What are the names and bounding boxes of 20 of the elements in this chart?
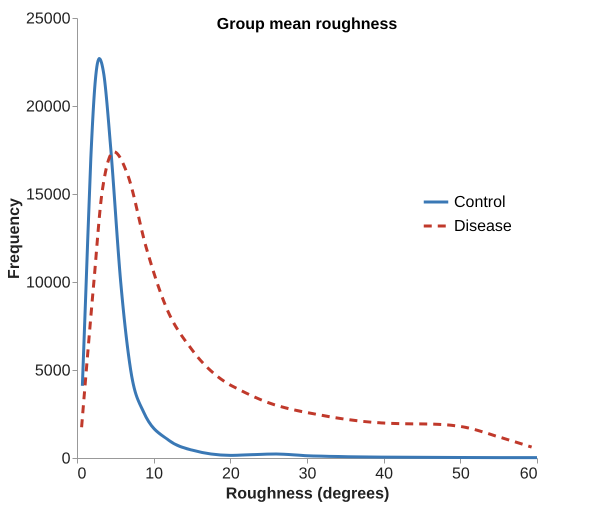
legend-label: Disease bbox=[454, 218, 512, 235]
x-tick-label: 40 bbox=[375, 466, 394, 482]
y-axis-title: Frequency bbox=[6, 198, 24, 279]
x-tick-label: 0 bbox=[78, 466, 86, 482]
y-tick-label: 10000 bbox=[26, 274, 71, 292]
x-tick-label: 30 bbox=[298, 466, 316, 482]
x-tick-label: 50 bbox=[452, 466, 470, 482]
x-axis-title: Roughness (degrees) bbox=[226, 486, 390, 502]
chart-title: Group mean roughness bbox=[216, 16, 398, 33]
x-tick-label: 10 bbox=[145, 466, 164, 482]
x-tick-label: 60 bbox=[520, 466, 538, 482]
y-tick-label: 5000 bbox=[34, 362, 71, 380]
legend-label: Control bbox=[454, 194, 506, 211]
line-series bbox=[80, 150, 534, 449]
y-tick-label: 15000 bbox=[26, 186, 71, 204]
y-tick-label: 20000 bbox=[26, 98, 71, 116]
x-tick-label: 20 bbox=[222, 466, 240, 482]
y-tick-label: 25000 bbox=[26, 10, 71, 28]
y-tick-label: 0 bbox=[62, 450, 71, 468]
line-series bbox=[80, 56, 538, 460]
